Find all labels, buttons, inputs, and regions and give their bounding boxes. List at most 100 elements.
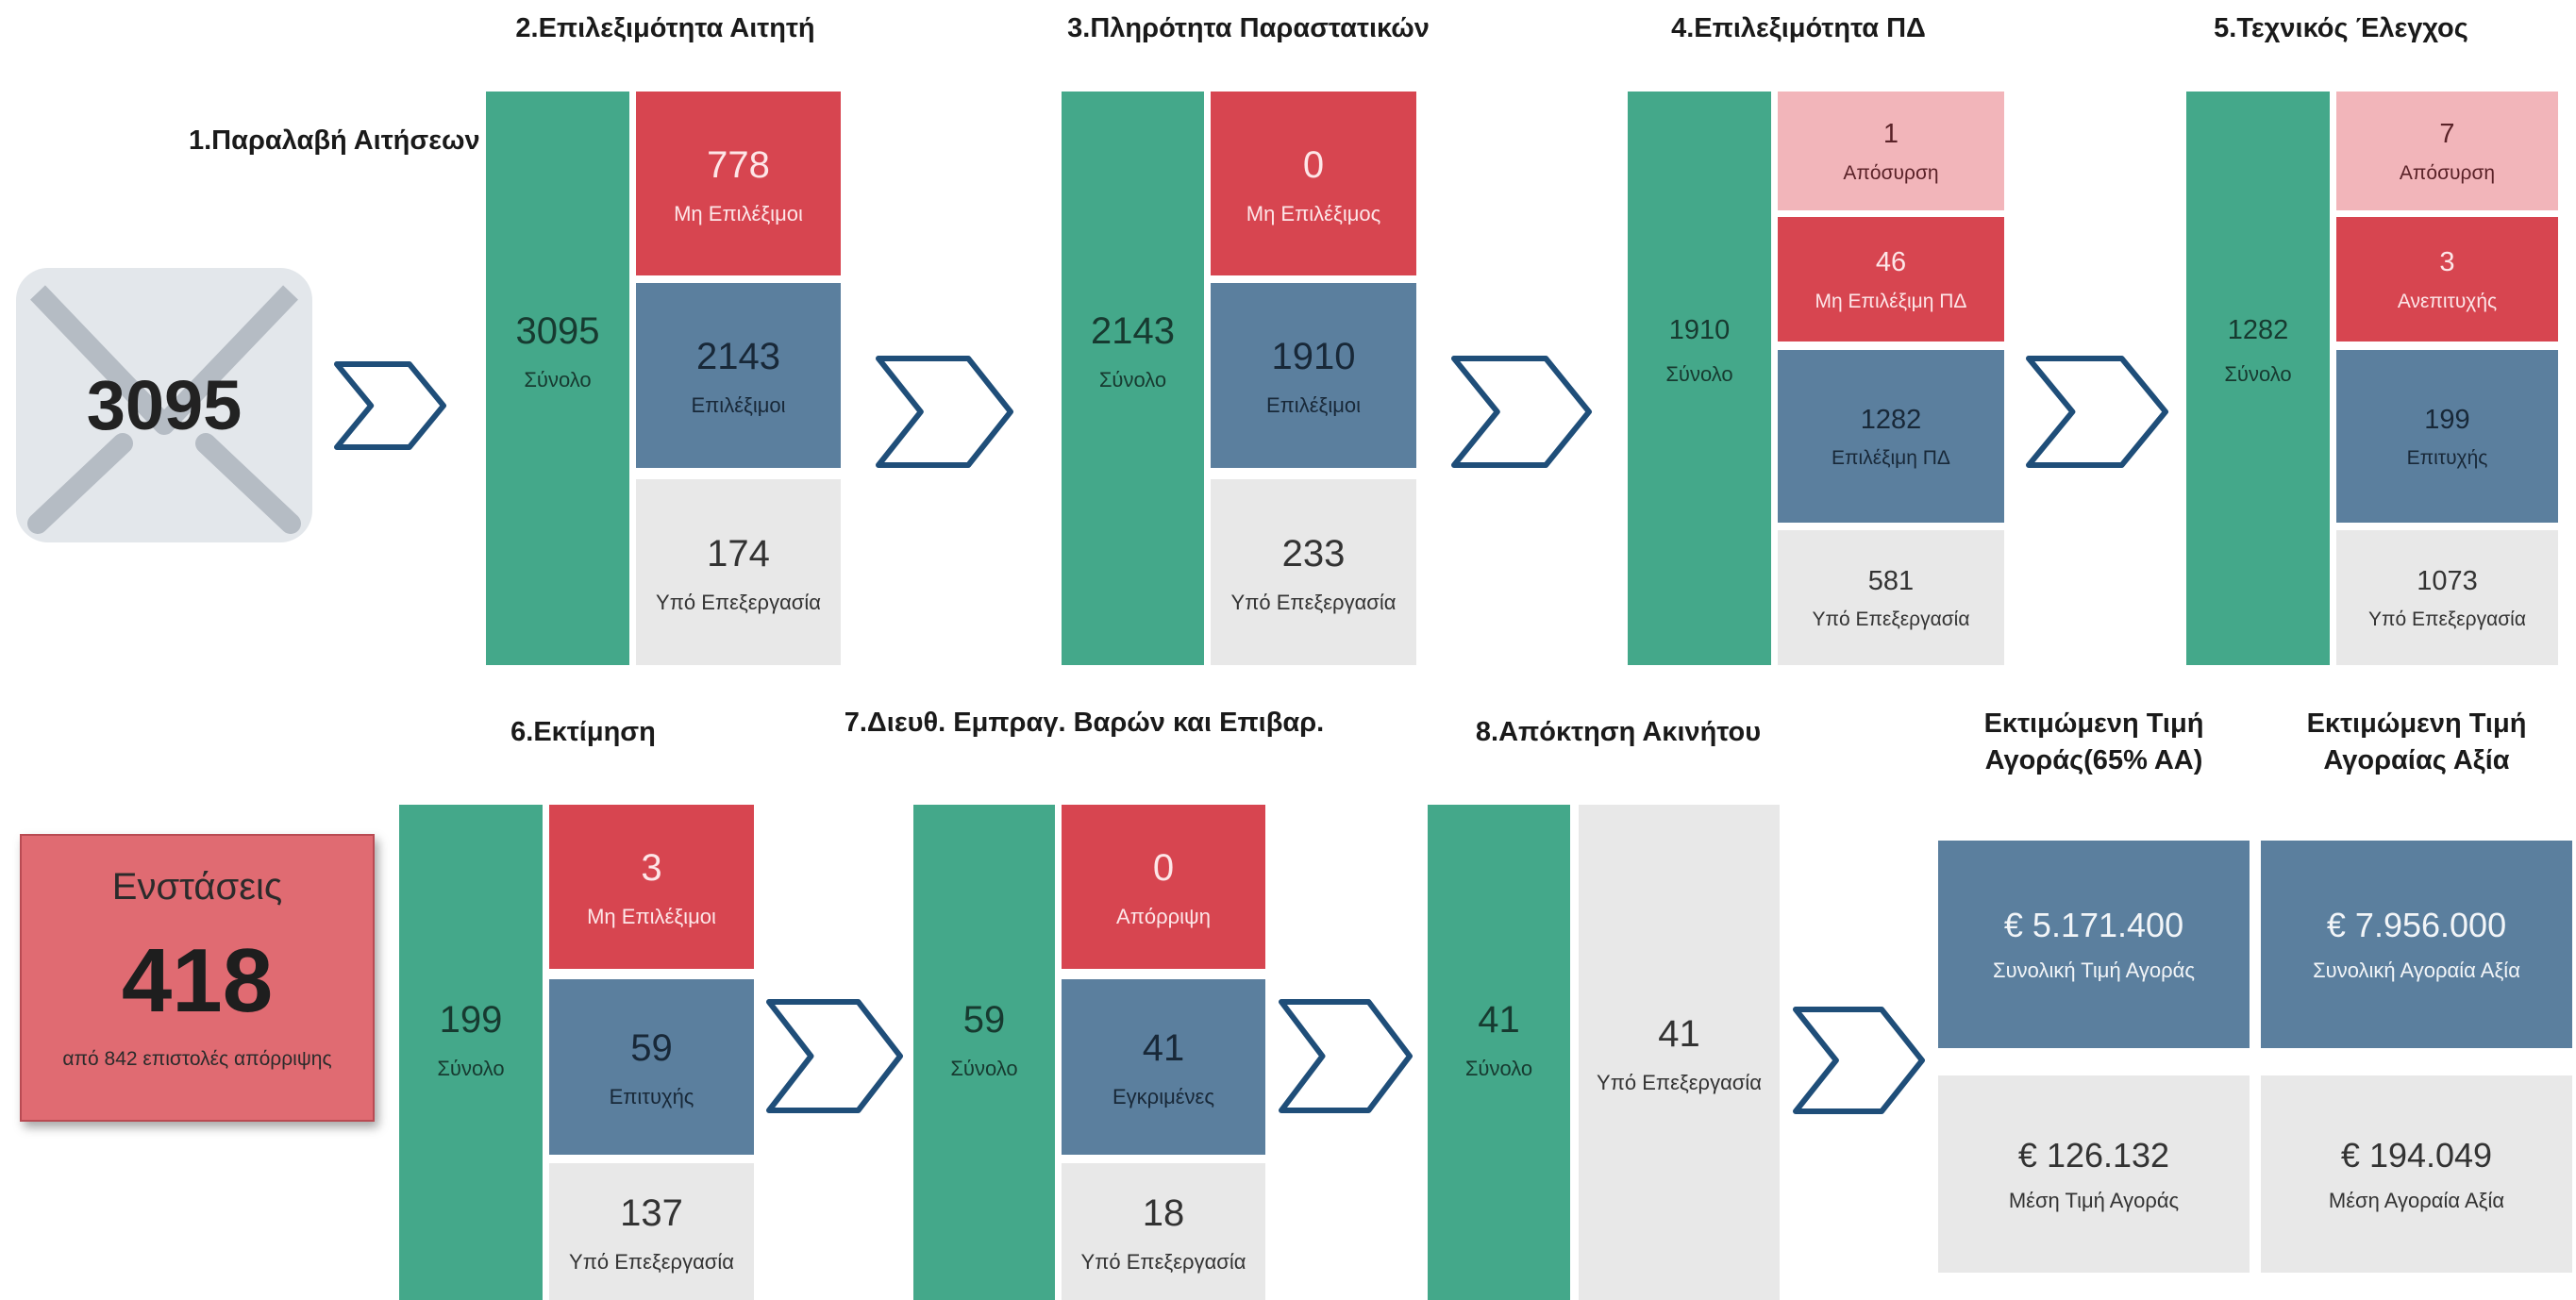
status-label: Εγκριμένες bbox=[1112, 1085, 1214, 1108]
status-box: 3 Ανεπιτυχής bbox=[2336, 217, 2558, 342]
status-box: 46 Μη Επιλέξιμη ΠΔ bbox=[1778, 217, 2004, 342]
status-label: Μη Επιλέξιμοι bbox=[587, 905, 716, 928]
stage-title: 3.Πληρότητα Παραστατικών bbox=[1067, 13, 1430, 43]
status-value: 41 bbox=[1658, 1012, 1700, 1055]
status-box: 199 Επιτυχής bbox=[2336, 350, 2558, 523]
total-value: 41 bbox=[1478, 998, 1520, 1041]
flow-arrow bbox=[1451, 356, 1592, 468]
status-box: 2143 Επιλέξιμοι bbox=[636, 283, 841, 468]
status-label: Μη Επιλέξιμος bbox=[1246, 201, 1381, 225]
envelope-fold bbox=[27, 433, 133, 534]
status-value: 7 bbox=[2439, 119, 2455, 150]
flow-arrow bbox=[334, 361, 446, 450]
status-value: 18 bbox=[1142, 1192, 1185, 1234]
envelope-flap bbox=[30, 285, 298, 435]
status-value: 174 bbox=[707, 532, 770, 575]
status-label: Υπό Επεξεργασία bbox=[2368, 608, 2526, 631]
status-box: 233 Υπό Επεξεργασία bbox=[1211, 479, 1416, 665]
objections-title: Ενστάσεις bbox=[111, 866, 283, 908]
status-box: 0 Μη Επιλέξιμος bbox=[1211, 92, 1416, 275]
status-label: Απόσυρση bbox=[1843, 161, 1939, 184]
status-label: Απόσυρση bbox=[2399, 161, 2496, 184]
status-box: 7 Απόσυρση bbox=[2336, 92, 2558, 210]
status-box: 1073 Υπό Επεξεργασία bbox=[2336, 530, 2558, 665]
total-label: Σύνολο bbox=[524, 368, 592, 392]
status-value: 1910 bbox=[1271, 336, 1356, 377]
status-value: 199 bbox=[2424, 404, 2470, 435]
total-value: 1282 bbox=[2227, 315, 2289, 346]
status-label: Μη Επιλέξιμη ΠΔ bbox=[1815, 290, 1967, 312]
status-box: 137 Υπό Επεξεργασία bbox=[549, 1163, 754, 1300]
intake-title: 1.Παραλαβή Αιτήσεων bbox=[189, 125, 480, 156]
status-box: 41 Εγκριμένες bbox=[1062, 979, 1265, 1155]
status-box: 581 Υπό Επεξεργασία bbox=[1778, 530, 2004, 665]
price-total-value: € 5.171.400 bbox=[2003, 906, 2184, 944]
price-average-label: Μέση Τιμή Αγοράς bbox=[2008, 1188, 2180, 1212]
status-box: 778 Μη Επιλέξιμοι bbox=[636, 92, 841, 275]
status-label: Υπό Επεξεργασία bbox=[1812, 608, 1970, 631]
price-average-value: € 126.132 bbox=[2017, 1135, 2170, 1175]
status-value: 1 bbox=[1882, 119, 1899, 150]
status-box: 1 Απόσυρση bbox=[1778, 92, 2004, 210]
stage-title: 7.Διευθ. Εμπραγ. Βαρών και Επιβαρ. bbox=[844, 708, 1325, 738]
total-label: Σύνολο bbox=[1464, 1056, 1533, 1080]
status-label: Μη Επιλέξιμοι bbox=[674, 201, 803, 225]
status-box: 0 Απόρριψη bbox=[1062, 805, 1265, 969]
price-total-value: € 7.956.000 bbox=[2326, 906, 2507, 944]
total-column: 1910 Σύνολο bbox=[1628, 92, 1771, 665]
arrows bbox=[334, 356, 2168, 1114]
price-title: Εκτιμώμενη Τιμή Αγοράς(65% ΑΑ) bbox=[1983, 708, 2204, 776]
status-value: 233 bbox=[1281, 532, 1346, 575]
total-column: 199 Σύνολο bbox=[399, 805, 543, 1300]
total-column: 59 Σύνολο bbox=[913, 805, 1055, 1300]
status-label: Επιλέξιμοι bbox=[691, 393, 786, 417]
status-value: 3 bbox=[641, 847, 662, 889]
status-value: 46 bbox=[1875, 247, 1907, 278]
total-column: 3095 Σύνολο bbox=[486, 92, 629, 665]
total-value: 1910 bbox=[1668, 315, 1731, 346]
total-label: Σύνολο bbox=[1098, 368, 1167, 392]
status-box: 3 Μη Επιλέξιμοι bbox=[549, 805, 754, 969]
envelope-fold bbox=[195, 433, 301, 534]
flow-arrow bbox=[766, 999, 903, 1113]
objections-card: Ενστάσεις 418 από 842 επιστολές απόρριψη… bbox=[20, 834, 375, 1122]
status-value: 137 bbox=[620, 1192, 683, 1234]
status-value: 1282 bbox=[1860, 404, 1922, 435]
stage-title: 6.Εκτίμηση bbox=[510, 717, 656, 747]
status-label: Υπό Επεξεργασία bbox=[656, 590, 821, 614]
total-value: 3095 bbox=[515, 310, 600, 352]
flow-arrow bbox=[1793, 1007, 1925, 1114]
stage-title: 5.Τεχνικός Έλεγχος bbox=[2214, 13, 2468, 43]
price-average-label: Μέση Αγοραία Αξία bbox=[2328, 1188, 2505, 1212]
status-label: Απόρριψη bbox=[1116, 905, 1211, 928]
total-label: Σύνολο bbox=[950, 1056, 1018, 1080]
price-total-label: Συνολική Τιμή Αγοράς bbox=[1993, 958, 2195, 982]
status-value: 0 bbox=[1302, 143, 1325, 186]
price-average: € 194.049 Μέση Αγοραία Αξία bbox=[2261, 1075, 2572, 1273]
status-label: Υπό Επεξεργασία bbox=[569, 1249, 734, 1274]
price-title: Εκτιμώμενη Τιμή Αγοραίας Αξία bbox=[2306, 708, 2527, 776]
price-total-label: Συνολική Αγοραία Αξία bbox=[2313, 958, 2520, 982]
total-label: Σύνολο bbox=[437, 1056, 505, 1080]
price-total: € 7.956.000 Συνολική Αγοραία Αξία bbox=[2261, 841, 2572, 1048]
total-column: 41 Σύνολο bbox=[1428, 805, 1570, 1300]
status-box: 1910 Επιλέξιμοι bbox=[1211, 283, 1416, 468]
total-column: 2143 Σύνολο bbox=[1062, 92, 1204, 665]
status-label: Υπό Επεξεργασία bbox=[1597, 1070, 1762, 1094]
stage-title: 4.Επιλεξιμότητα ΠΔ bbox=[1671, 13, 1926, 43]
objections-note: από 842 επιστολές απόρριψης bbox=[62, 1048, 332, 1070]
status-value: 41 bbox=[1142, 1027, 1185, 1069]
intake-value: 3095 bbox=[86, 366, 243, 444]
status-value: 778 bbox=[707, 143, 770, 186]
total-value: 199 bbox=[439, 998, 503, 1041]
total-label: Σύνολο bbox=[1665, 361, 1733, 386]
status-value: 1073 bbox=[2417, 565, 2478, 596]
status-box: 41 Υπό Επεξεργασία bbox=[1579, 805, 1780, 1300]
status-box: 59 Επιτυχής bbox=[549, 979, 754, 1155]
stage-title: 2.Επιλεξιμότητα Αιτητή bbox=[515, 13, 815, 43]
status-label: Υπό Επεξεργασία bbox=[1230, 590, 1397, 614]
total-column: 1282 Σύνολο bbox=[2186, 92, 2330, 665]
status-box: 1282 Επιλέξιμη ΠΔ bbox=[1778, 350, 2004, 523]
